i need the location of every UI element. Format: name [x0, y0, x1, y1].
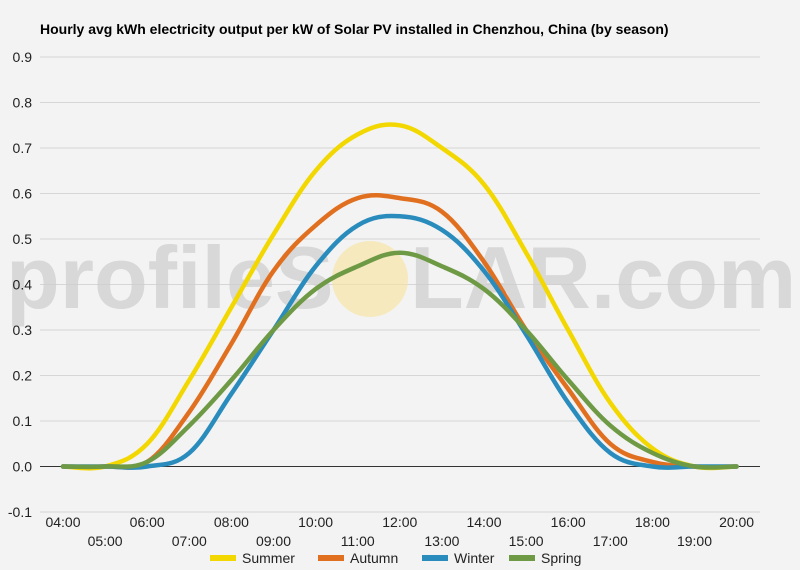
- y-tick-label: 0.9: [13, 49, 33, 65]
- y-tick-label: 0.1: [13, 413, 33, 429]
- series-lines: [60, 122, 739, 471]
- y-tick-label: 0.8: [13, 95, 33, 111]
- x-tick-label: 19:00: [677, 533, 712, 549]
- y-axis-tick-labels: -0.1 0.0 0.1 0.2 0.3 0.4 0.5 0.6 0.7 0.8 0.9: [8, 49, 32, 520]
- grid: [40, 56, 760, 513]
- x-tick-label: 08:00: [214, 514, 249, 530]
- x-tick-label: 20:00: [719, 514, 754, 530]
- chart-title: Hourly avg kWh electricity output per kW…: [40, 21, 669, 37]
- legend: Summer Autumn Winter Spring: [210, 550, 581, 566]
- legend-swatch: [318, 555, 344, 561]
- watermark-text-left: profileS: [6, 228, 334, 327]
- x-tick-label: 18:00: [635, 514, 670, 530]
- x-tick-label: 05:00: [88, 533, 123, 549]
- y-tick-label: 0.3: [13, 322, 33, 338]
- legend-item-summer[interactable]: Summer: [210, 550, 295, 566]
- series-line-autumn: [60, 192, 739, 470]
- x-tick-label: 13:00: [424, 533, 459, 549]
- x-tick-label: 15:00: [509, 533, 544, 549]
- x-tick-label: 14:00: [466, 514, 501, 530]
- x-tick-label: 09:00: [256, 533, 291, 549]
- x-tick-label: 17:00: [593, 533, 628, 549]
- legend-swatch: [210, 555, 236, 561]
- watermark: profileS LAR.com: [6, 228, 796, 327]
- x-tick-label: 06:00: [130, 514, 165, 530]
- legend-swatch: [422, 555, 448, 561]
- x-tick-label: 16:00: [551, 514, 586, 530]
- x-tick-label: 07:00: [172, 533, 207, 549]
- legend-label: Spring: [541, 550, 581, 566]
- legend-item-spring[interactable]: Spring: [509, 550, 581, 566]
- legend-label: Summer: [242, 550, 295, 566]
- legend-label: Winter: [454, 550, 495, 566]
- legend-label: Autumn: [350, 550, 398, 566]
- y-tick-label: 0.0: [13, 459, 33, 475]
- y-tick-label: 0.7: [13, 140, 33, 156]
- y-tick-label: 0.4: [13, 277, 33, 293]
- x-tick-label: 11:00: [341, 533, 375, 549]
- legend-item-winter[interactable]: Winter: [422, 550, 495, 566]
- y-tick-label: 0.6: [13, 186, 33, 202]
- x-tick-label: 04:00: [45, 514, 80, 530]
- x-tick-label: 12:00: [382, 514, 417, 530]
- y-tick-label: 0.2: [13, 368, 33, 384]
- series-line-spring: [60, 250, 739, 470]
- x-tick-label: 10:00: [298, 514, 333, 530]
- legend-item-autumn[interactable]: Autumn: [318, 550, 398, 566]
- legend-swatch: [509, 555, 535, 561]
- series-line-summer: [60, 122, 739, 471]
- watermark-sun-logo: [332, 241, 408, 317]
- watermark-text-right: LAR.com: [410, 228, 796, 327]
- y-tick-label: -0.1: [8, 504, 32, 520]
- series-line-winter: [60, 213, 739, 470]
- y-tick-label: 0.5: [13, 231, 33, 247]
- x-axis-tick-labels: 04:00 05:00 06:00 07:00 08:00 09:00 10:00 11:00…: [45, 514, 754, 549]
